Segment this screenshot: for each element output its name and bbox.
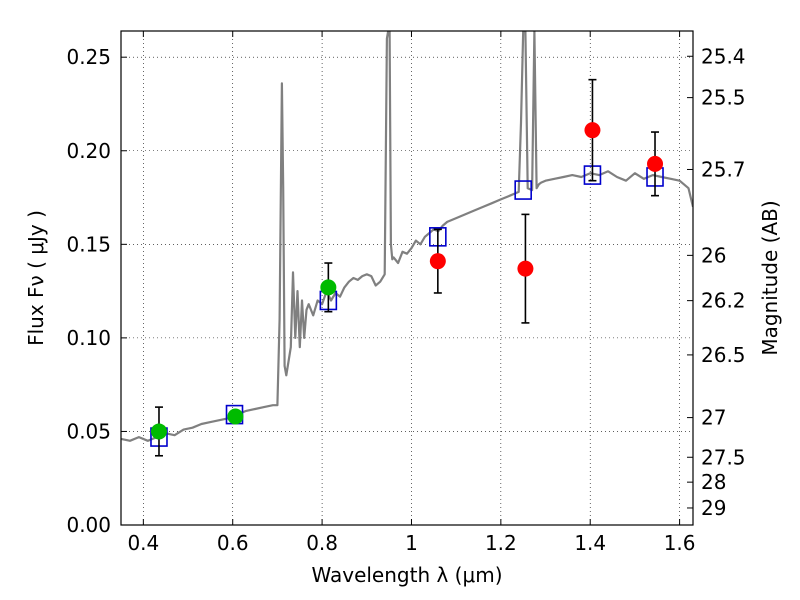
x-tick-label: 1 — [405, 531, 418, 555]
plot-frame — [120, 30, 694, 526]
y-axis-label: Flux Fν ( μJy ) — [24, 210, 48, 346]
x-axis: 0.4 0.6 0.8 1 1.2 1.4 1.6 — [127, 31, 696, 555]
y2-tick-label: 25.7 — [701, 157, 746, 181]
y2-tick-label: 29 — [701, 496, 726, 520]
plot-content — [121, 31, 693, 457]
y2-tick-label: 25.4 — [701, 44, 746, 68]
y-tick-label: 0.20 — [66, 139, 111, 163]
x-axis-label: Wavelength λ (μm) — [311, 563, 502, 587]
x-tick-label: 1.4 — [574, 531, 606, 555]
y-tick-label: 0.00 — [66, 513, 111, 537]
green-data-point — [320, 279, 337, 296]
x-tick-label: 0.6 — [217, 531, 249, 555]
y-tick-label: 0.10 — [66, 326, 111, 350]
grid-lines — [121, 31, 693, 526]
y-tick-label: 0.05 — [66, 419, 111, 443]
y2-tick-label: 27 — [701, 406, 726, 430]
x-tick-label: 0.4 — [127, 531, 159, 555]
y-tick-label: 0.25 — [66, 45, 111, 69]
x-tick-label: 1.6 — [664, 531, 696, 555]
y-tick-label: 0.15 — [66, 232, 111, 256]
x-tick-label: 1.2 — [485, 531, 517, 555]
spectrum-line — [121, 31, 693, 442]
y2-tick-label: 26 — [701, 243, 726, 267]
green-data-point — [150, 423, 167, 440]
red-data-point — [584, 122, 601, 139]
red-data-point — [429, 253, 446, 270]
green-data-point — [227, 408, 244, 425]
y2-tick-label: 26.5 — [701, 343, 746, 367]
y2-tick-label: 27.5 — [701, 445, 746, 469]
y2-tick-label: 25.5 — [701, 86, 746, 110]
y2-axis-label: Magnitude (AB) — [758, 200, 782, 355]
x-tick-label: 0.8 — [306, 531, 338, 555]
y-axis-left: 0.00 0.05 0.10 0.15 0.20 0.25 — [66, 45, 127, 537]
red-data-point — [517, 260, 534, 277]
red-data-point — [647, 155, 664, 172]
y2-tick-label: 28 — [701, 470, 726, 494]
y2-tick-label: 26.2 — [701, 289, 746, 313]
model-square-marker — [514, 180, 532, 200]
